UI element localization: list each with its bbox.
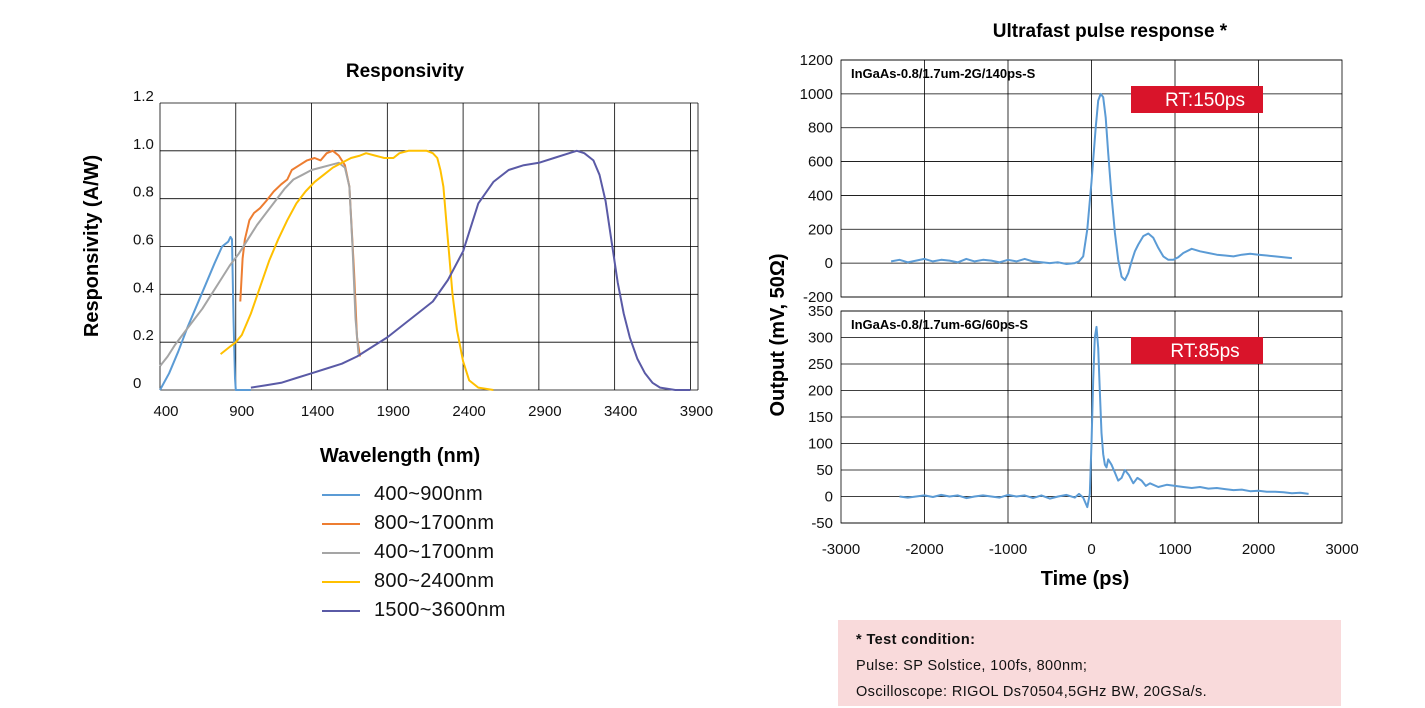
x-tick-label: -1000 — [989, 541, 1027, 558]
y-tick-label: 1000 — [800, 86, 833, 103]
device-label: InGaAs-0.8/1.7um-6G/60ps-S — [851, 317, 1028, 332]
legend-swatch — [322, 609, 360, 612]
y-tick-label: 200 — [808, 221, 833, 238]
y-tick-label: 0 — [825, 255, 833, 272]
y-tick-label: 600 — [808, 154, 833, 171]
y-tick-label: 0 — [133, 375, 141, 392]
responsivity-title: Responsivity — [346, 61, 465, 82]
legend-item: 800~1700nm — [322, 509, 506, 538]
rise-time-label: RT:85ps — [1170, 341, 1239, 362]
responsivity-xlabel: Wavelength (nm) — [320, 445, 480, 467]
x-tick-label: 2900 — [528, 403, 561, 420]
x-tick-label: 3900 — [680, 403, 713, 420]
note-line-oscilloscope: Oscilloscope: RIGOL Ds70504,5GHz BW, 20G… — [856, 684, 1208, 700]
y-tick-label: 200 — [808, 383, 833, 400]
x-tick-label: 3000 — [1325, 541, 1358, 558]
y-tick-label: 300 — [808, 330, 833, 347]
y-tick-label: 0.6 — [133, 232, 154, 249]
series-line — [250, 149, 691, 391]
pulse-xlabel: Time (ps) — [1041, 568, 1130, 590]
y-tick-label: 0.4 — [133, 279, 154, 296]
legend-swatch — [322, 493, 360, 496]
legend-label: 1500~3600nm — [374, 599, 506, 621]
pulse-x-ticks: -3000 -2000 -1000 0 1000 2000 3000 — [822, 541, 1359, 558]
legend-item: 400~900nm — [322, 480, 506, 509]
x-tick-label: 900 — [229, 403, 254, 420]
legend-item: 800~2400nm — [322, 567, 506, 596]
x-tick-label: 2000 — [1242, 541, 1275, 558]
y-tick-label: 1200 — [800, 52, 833, 69]
y-tick-label: 800 — [808, 120, 833, 137]
device-label: InGaAs-0.8/1.7um-2G/140ps-S — [851, 66, 1036, 81]
legend-swatch — [322, 580, 360, 583]
pulse-ylabel: Output (mV, 50Ω) — [767, 253, 789, 416]
y-tick-label: 150 — [808, 409, 833, 426]
y-tick-label: 250 — [808, 356, 833, 373]
legend-item: 1500~3600nm — [322, 596, 506, 625]
y-tick-label: 0.2 — [133, 327, 154, 344]
responsivity-legend: 400~900nm 800~1700nm 400~1700nm 800~2400… — [322, 480, 506, 625]
x-tick-label: 1000 — [1158, 541, 1191, 558]
responsivity-ylabel: Responsivity (A/W) — [81, 155, 103, 337]
series-line — [239, 149, 361, 357]
legend-swatch — [322, 522, 360, 525]
y-tick-label: 0.8 — [133, 184, 154, 201]
rise-time-label: RT:150ps — [1165, 90, 1245, 111]
y-tick-label: 350 — [808, 303, 833, 320]
x-tick-label: 3400 — [604, 403, 637, 420]
rise-time-badge — [1131, 337, 1263, 364]
rise-time-badge — [1131, 86, 1263, 113]
test-condition-note: * Test condition: Pulse: SP Solstice, 10… — [838, 620, 1341, 706]
x-tick-label: 0 — [1087, 541, 1095, 558]
x-tick-label: 400 — [153, 403, 178, 420]
series-line — [159, 235, 251, 391]
pulse-line — [890, 92, 1293, 282]
legend-label: 800~2400nm — [374, 570, 495, 592]
y-tick-label: 400 — [808, 187, 833, 204]
y-tick-label: 100 — [808, 436, 833, 453]
x-tick-label: -3000 — [822, 541, 860, 558]
x-tick-label: 2400 — [452, 403, 485, 420]
series-line — [159, 161, 360, 367]
y-tick-label: -200 — [803, 289, 833, 306]
x-tick-label: 1400 — [301, 403, 334, 420]
pulse-plot-top: -200 0 200 400 600 800 1000 1200 InGaAs-0.8/1.7u… — [800, 52, 1343, 306]
legend-label: 800~1700nm — [374, 512, 495, 534]
pulse-line — [899, 325, 1309, 509]
pulse-plot-bottom: -50 0 50 100 150 200 250 300 350 InGaAs-0.8/1.7um… — [808, 303, 1343, 532]
legend-item: 400~1700nm — [322, 538, 506, 567]
legend-swatch — [322, 551, 360, 554]
y-tick-label: 50 — [816, 462, 833, 479]
y-tick-label: 0 — [825, 489, 833, 506]
x-tick-label: 1900 — [377, 403, 410, 420]
legend-label: 400~900nm — [374, 483, 483, 505]
responsivity-plot: 0 0.2 0.4 0.6 0.8 1.0 1.2 400 900 1400 1900 2400 290… — [133, 88, 713, 420]
note-line-pulse: Pulse: SP Solstice, 100fs, 800nm; — [856, 658, 1088, 674]
x-tick-label: -2000 — [905, 541, 943, 558]
legend-label: 400~1700nm — [374, 541, 495, 563]
note-title: * Test condition: — [856, 632, 976, 648]
y-tick-label: 1.0 — [133, 136, 154, 153]
series-line — [219, 149, 494, 391]
y-tick-label: -50 — [811, 515, 833, 532]
y-tick-label: 1.2 — [133, 88, 154, 105]
pulse-title: Ultrafast pulse response * — [993, 21, 1228, 42]
